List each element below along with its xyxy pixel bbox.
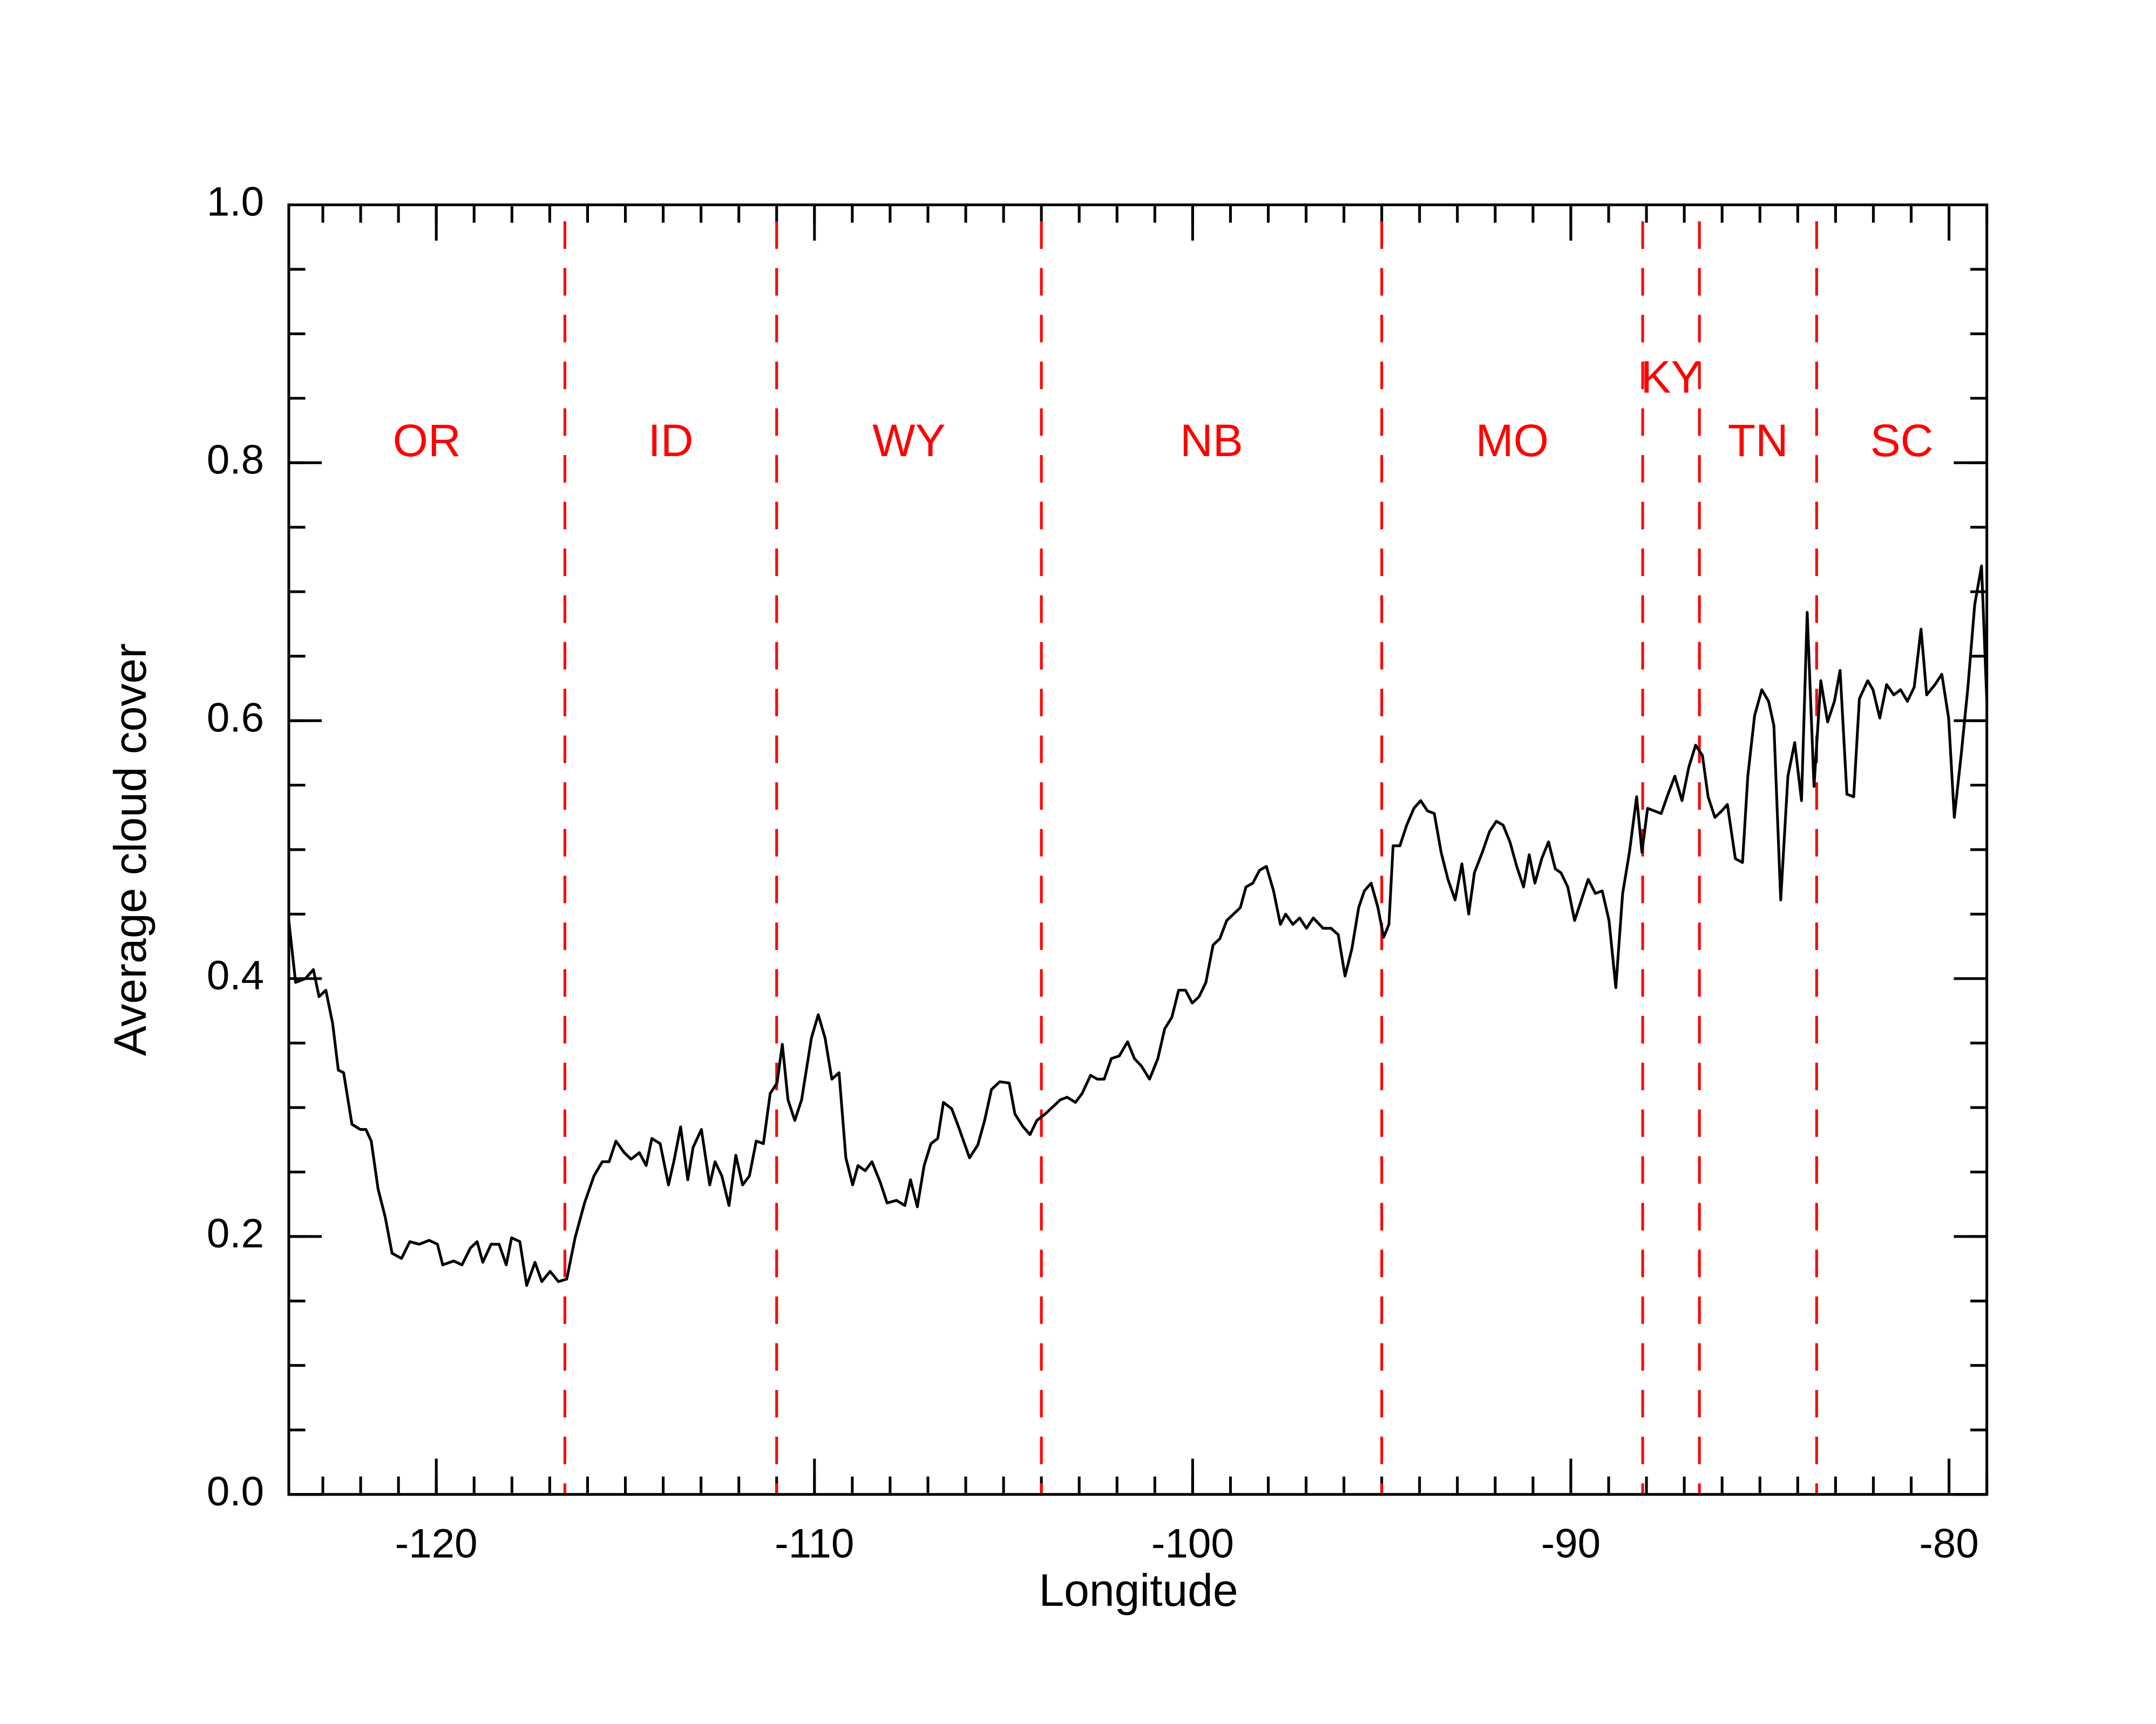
x-tick-label: -120 (395, 1521, 478, 1567)
y-tick-label: 0.8 (207, 437, 264, 483)
region-label: ID (648, 415, 694, 466)
region-label: MO (1476, 415, 1549, 466)
x-tick-label: -110 (775, 1521, 854, 1567)
region-label: SC (1870, 415, 1934, 466)
region-label: NB (1180, 415, 1243, 466)
y-tick-label: 0.0 (207, 1469, 264, 1515)
y-tick-label: 1.0 (207, 179, 264, 225)
region-label: TN (1728, 415, 1788, 466)
y-tick-label: 0.6 (207, 695, 264, 741)
region-label: OR (393, 415, 461, 466)
x-tick-label: -100 (1151, 1521, 1234, 1567)
x-tick-label: -80 (1919, 1521, 1978, 1567)
y-tick-label: 0.4 (207, 953, 264, 999)
region-label: WY (872, 415, 945, 466)
y-axis-title: Average cloud cover (105, 643, 155, 1056)
plot-frame (287, 203, 1989, 1496)
region-label: KY (1641, 352, 1701, 403)
x-axis-title: Longitude (1039, 1565, 1238, 1616)
y-tick-label: 0.2 (207, 1211, 264, 1257)
x-tick-label: -90 (1541, 1521, 1601, 1567)
data-line (287, 564, 1989, 1287)
